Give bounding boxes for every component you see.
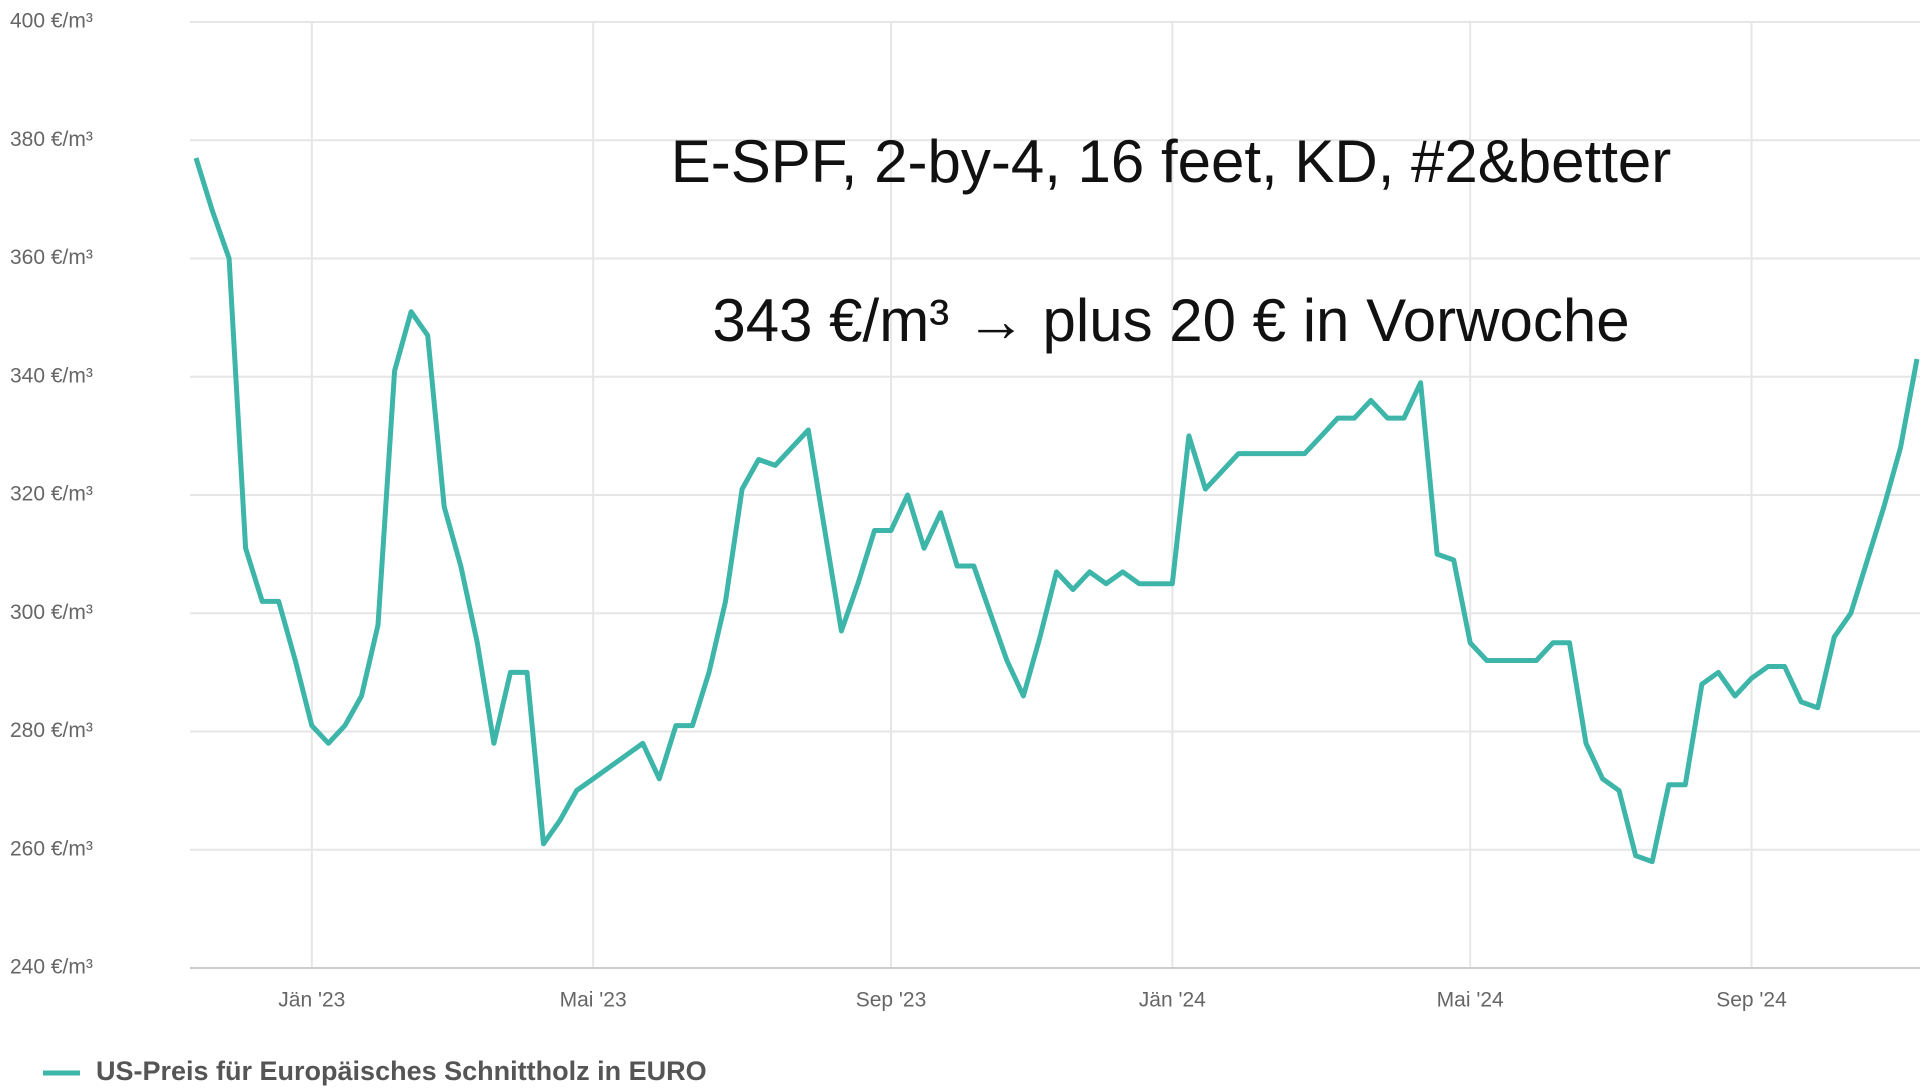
- y-tick-label: 320 €/m³: [10, 483, 93, 506]
- x-tick-label: Jän '23: [278, 989, 345, 1012]
- x-tick-label: Jän '24: [1139, 989, 1206, 1012]
- y-tick-label: 240 €/m³: [10, 956, 93, 979]
- y-tick-label: 360 €/m³: [10, 246, 93, 269]
- y-tick-label: 380 €/m³: [10, 128, 93, 151]
- y-tick-label: 280 €/m³: [10, 719, 93, 742]
- x-tick-label: Sep '24: [1716, 989, 1787, 1012]
- y-tick-label: 300 €/m³: [10, 601, 93, 624]
- y-tick-label: 400 €/m³: [10, 10, 93, 33]
- annotation: E-SPF, 2-by-4, 16 feet, KD, #2&better: [671, 128, 1672, 195]
- y-tick-label: 340 €/m³: [10, 364, 93, 387]
- x-tick-label: Mai '24: [1437, 989, 1504, 1012]
- annotation: 343 €/m³ → plus 20 € in Vorwoche: [712, 287, 1629, 354]
- legend-label: US-Preis für Europäisches Schnittholz in…: [96, 1056, 707, 1086]
- x-tick-label: Sep '23: [856, 989, 927, 1012]
- x-tick-label: Mai '23: [560, 989, 627, 1012]
- line-series: [193, 157, 1920, 865]
- y-tick-label: 260 €/m³: [10, 837, 93, 860]
